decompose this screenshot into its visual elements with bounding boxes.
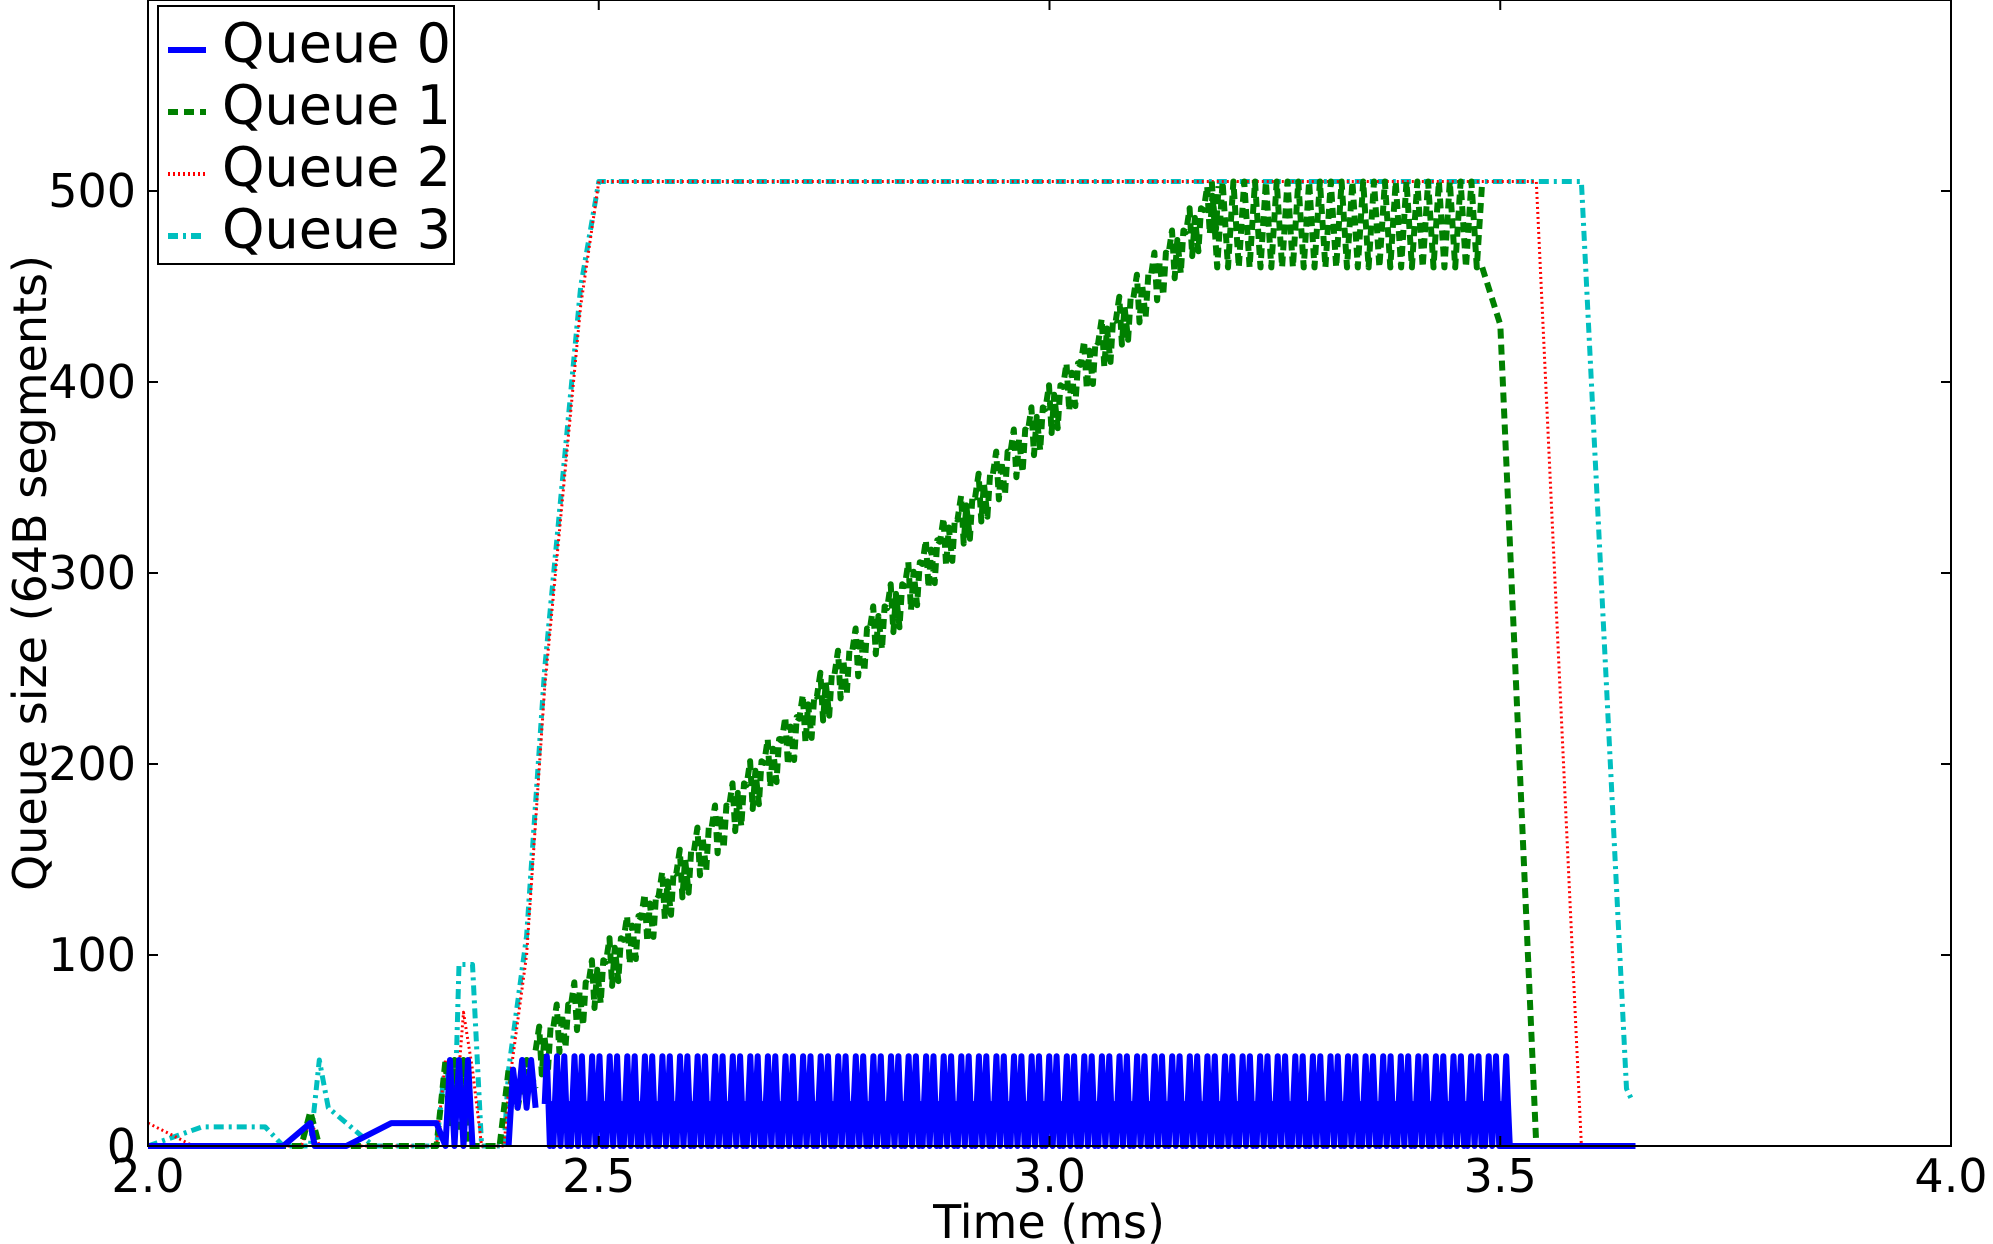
legend-label-queue-2: Queue 2 xyxy=(222,136,451,199)
legend-box xyxy=(157,5,455,265)
x-tick-label: 2.0 xyxy=(111,1149,184,1203)
y-tick-label: 100 xyxy=(48,928,136,982)
legend-label-queue-3: Queue 3 xyxy=(222,198,451,261)
legend-label-queue-1: Queue 1 xyxy=(222,74,451,137)
legend-entry-queue-2: Queue 2 xyxy=(168,136,451,199)
y-tick-label: 300 xyxy=(48,546,136,600)
series-line-queue-2 xyxy=(147,180,1636,1148)
x-tick-label: 4.0 xyxy=(1914,1149,1987,1203)
series-line-queue-1-ramp xyxy=(532,183,1222,1078)
legend: Queue 0 Queue 1 Queue 2 Queue 3 xyxy=(157,5,455,265)
y-axis-label: Queue size (64B segments) xyxy=(3,255,57,891)
x-tick-label: 3.0 xyxy=(1013,1149,1086,1203)
y-tick-label: 500 xyxy=(48,164,136,218)
y-tick-label: 400 xyxy=(48,355,136,409)
legend-entry-queue-1: Queue 1 xyxy=(168,74,451,137)
legend-entry-queue-3: Queue 3 xyxy=(168,198,451,261)
series-line-queue-0 xyxy=(505,1057,539,1147)
legend-entry-queue-0: Queue 0 xyxy=(168,12,451,75)
x-axis-label: Time (ms) xyxy=(932,1195,1165,1244)
x-tick-label: 3.5 xyxy=(1464,1149,1537,1203)
y-tick-label: 200 xyxy=(48,737,136,791)
y-tick-label: 0 xyxy=(107,1119,136,1173)
legend-label-queue-0: Queue 0 xyxy=(222,12,451,75)
series-line-queue-0 xyxy=(148,1057,476,1149)
series-line-queue-1-plateau xyxy=(1208,178,1486,271)
ticks-layer: 2.0 2.5 3.0 3.5 4.0 0 100 200 300 400 500 xyxy=(48,0,1988,1203)
x-tick-label: 2.5 xyxy=(562,1149,635,1203)
